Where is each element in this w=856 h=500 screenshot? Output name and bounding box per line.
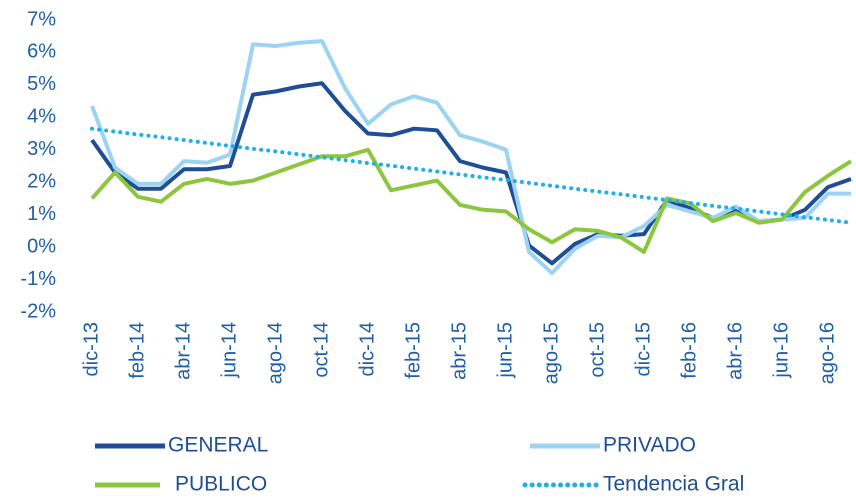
y-tick-label: -2% [20,300,56,322]
y-tick-label: 7% [27,8,56,30]
y-tick-label: 2% [27,171,56,193]
x-tick-label: ago-16 [816,322,838,384]
series-line [90,81,852,266]
y-tick-label: 4% [27,106,56,128]
x-tick-label: feb-14 [126,322,148,379]
x-tick-label: dic-15 [632,322,654,376]
series-line [90,126,853,225]
y-tick-label: 5% [27,73,56,95]
x-tick-label: ago-14 [264,322,286,384]
x-tick-label: jun-16 [770,322,792,379]
x-tick-label: dic-13 [80,322,102,376]
x-tick-label: abr-14 [172,322,194,380]
legend-label: PUBLICO [175,473,267,496]
x-tick-label: ago-15 [540,322,562,384]
x-tick-label: jun-14 [218,322,240,379]
series-line [90,39,851,276]
x-tick-label: jun-15 [494,322,516,379]
x-tick-label: dic-14 [356,322,378,376]
x-tick-label: feb-15 [402,322,424,379]
legend-label: GENERAL [168,434,268,457]
series-line [90,147,853,254]
y-tick-label: -1% [20,268,56,290]
y-tick-label: 3% [27,138,56,160]
x-tick-label: abr-15 [448,322,470,380]
legend-label: Tendencia Gral [603,473,744,496]
y-tick-label: 0% [27,235,56,257]
y-tick-label: 6% [27,41,56,63]
x-tick-label: feb-16 [678,322,700,379]
x-tick-label: abr-16 [724,322,746,380]
y-tick-label: 1% [27,203,56,225]
x-tick-label: oct-15 [586,322,608,378]
x-tick-label: oct-14 [310,322,332,378]
legend-label: PRIVADO [603,434,696,457]
